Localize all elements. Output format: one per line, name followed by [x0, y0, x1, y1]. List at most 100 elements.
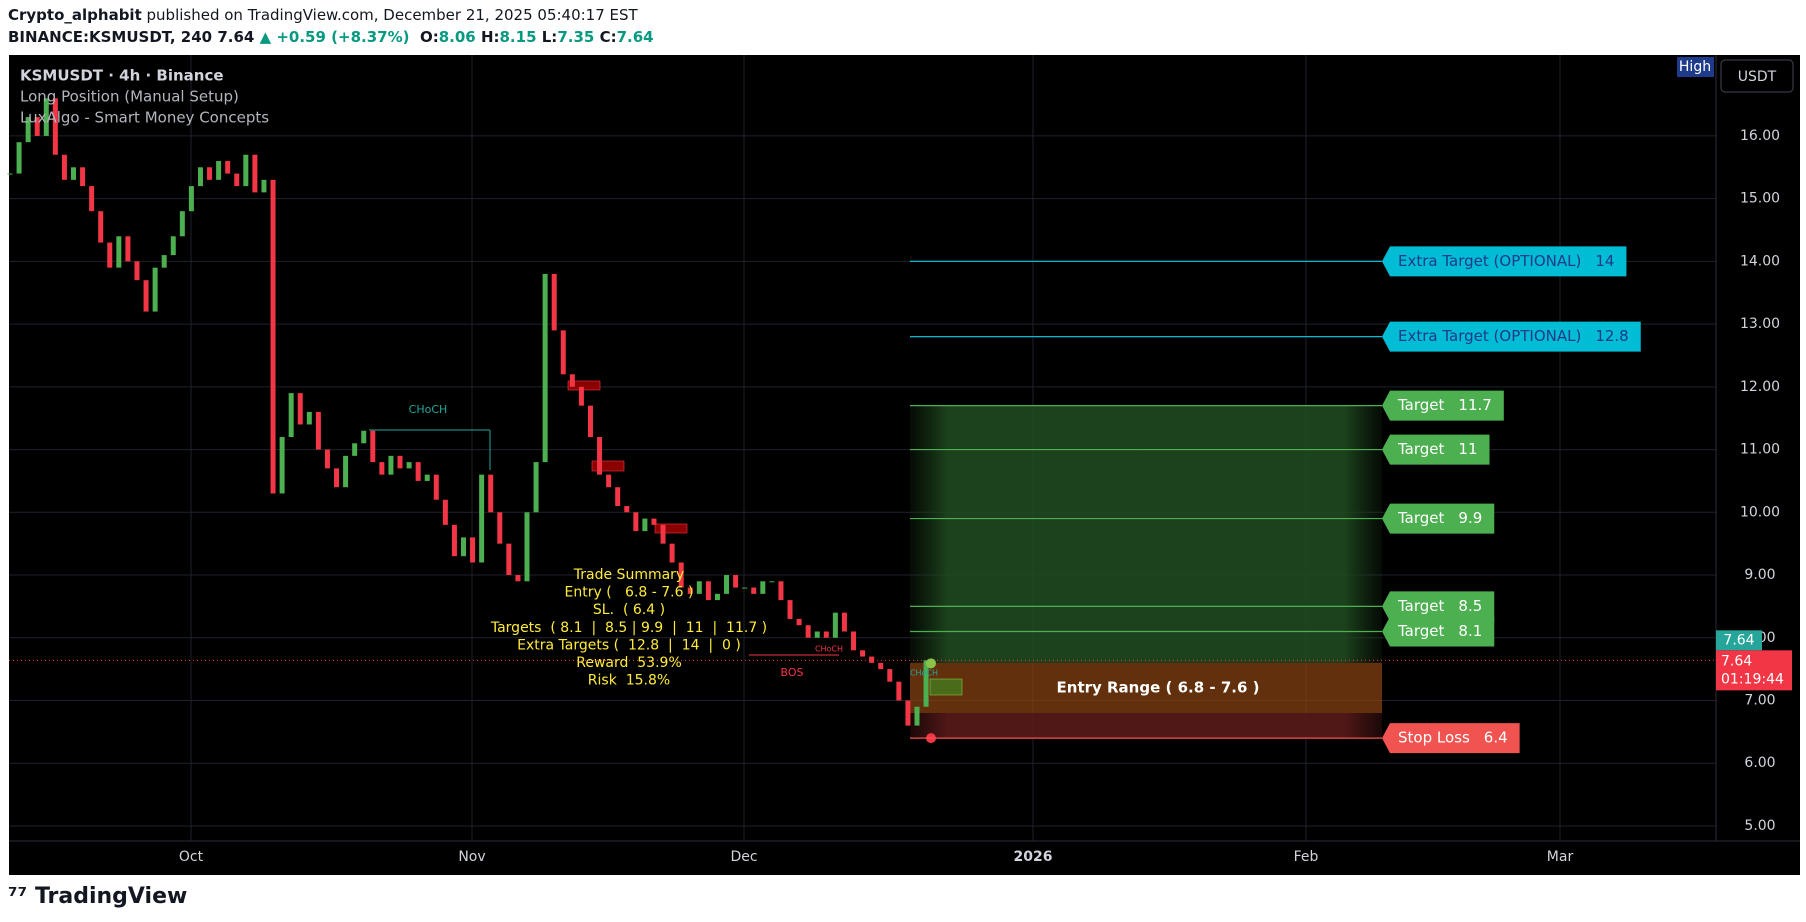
candle — [7, 173, 13, 175]
candle — [860, 650, 866, 657]
level-tag — [1382, 390, 1504, 421]
level-tag-label: Target — [1397, 597, 1445, 615]
level-tag-value: 9.9 — [1458, 509, 1482, 527]
entry-dot — [926, 658, 936, 669]
candle — [724, 575, 730, 594]
candle — [769, 581, 775, 583]
candle — [361, 430, 367, 444]
candle — [107, 242, 113, 268]
level-tag-value: 8.1 — [1458, 622, 1482, 640]
candle — [488, 474, 494, 513]
candle — [606, 474, 612, 488]
h-label: H: — [480, 28, 500, 46]
y-tick-label: 6.00 — [1744, 755, 1775, 771]
level-tag-value: 14 — [1595, 252, 1614, 270]
candle — [415, 462, 421, 481]
candle — [923, 660, 929, 707]
currency-button[interactable] — [1720, 59, 1794, 93]
summary-line: Targets ( 8.1 | 8.5 | 9.9 | 11 | 11.7 ) — [490, 620, 767, 636]
chart: Entry Range ( 6.8 - 7.6 ) Extra Target (… — [7, 55, 1800, 875]
y-tick-label: 7.00 — [1744, 692, 1775, 708]
x-tick-label: 2026 — [1014, 849, 1053, 865]
candle — [179, 211, 185, 237]
summary-line: SL. ( 6.4 ) — [593, 602, 665, 618]
candle — [306, 411, 312, 425]
level-tag-value: 11 — [1458, 440, 1477, 458]
level-tag — [1382, 321, 1641, 352]
brand-name: TradingView — [34, 884, 188, 909]
level-tag — [1382, 434, 1490, 465]
chart-background — [9, 55, 1800, 875]
candle — [687, 587, 693, 594]
candle — [288, 393, 294, 438]
candle — [134, 261, 140, 281]
x-tick-label: Dec — [730, 849, 757, 865]
candle — [597, 437, 603, 475]
c-label: C: — [599, 28, 617, 46]
candle — [787, 600, 793, 619]
candle — [533, 462, 539, 513]
candle — [270, 179, 276, 494]
candle — [751, 587, 757, 594]
candle — [98, 211, 104, 243]
author: Crypto_alphabit — [8, 6, 142, 24]
candle — [243, 154, 249, 187]
level-tag-label: Target — [1397, 440, 1445, 458]
level-tag-label: Extra Target (OPTIONAL) — [1398, 252, 1581, 270]
candle — [479, 474, 485, 563]
candle — [878, 662, 884, 670]
choch-label: CHoCH — [910, 669, 938, 678]
candle — [678, 562, 684, 588]
change: ▲ +0.59 (+8.37%) — [259, 28, 410, 46]
candle — [161, 255, 167, 268]
risk-zone — [910, 713, 1382, 739]
y-tick-label: 15.00 — [1740, 191, 1780, 207]
level-tag — [1382, 503, 1495, 534]
candle — [324, 449, 330, 469]
candle — [406, 462, 412, 469]
candle — [760, 581, 766, 594]
candle — [470, 537, 476, 563]
legend-item: KSMUSDT · 4h · Binance — [20, 67, 224, 85]
y-tick-label: 12.00 — [1740, 379, 1780, 395]
candle — [315, 411, 321, 450]
candle — [170, 236, 176, 256]
profit-zone — [910, 405, 1382, 663]
candle — [814, 631, 820, 638]
candle — [914, 706, 920, 726]
symbol-line: BINANCE:KSMUSDT, 240 7.64 ▲ +0.59 (+8.37… — [8, 28, 654, 46]
candle — [116, 236, 122, 268]
trade-summary: Trade Summary Entry ( 6.8 - 7.6 )SL. ( 6.… — [490, 567, 767, 689]
level-tag-value: 8.5 — [1458, 597, 1482, 615]
level-tag-label: Target — [1397, 396, 1445, 414]
summary-line: Reward 53.9% — [576, 655, 682, 671]
legend: KSMUSDT · 4h · Binance Long Position (Man… — [20, 67, 269, 127]
countdown: 01:19:44 — [1721, 671, 1784, 687]
level-tag-label: Target — [1397, 509, 1445, 527]
c-value: 7.64 — [616, 28, 654, 46]
y-tick-label: 14.00 — [1740, 253, 1780, 269]
candle — [125, 236, 131, 262]
legend-item: Long Position (Manual Setup) — [20, 88, 239, 106]
candle — [25, 117, 31, 143]
candle — [252, 154, 258, 193]
candle — [70, 167, 76, 180]
entry-label: Entry Range ( 6.8 - 7.6 ) — [1057, 678, 1260, 696]
candle — [89, 186, 95, 212]
candle — [152, 267, 158, 312]
y-tick-label: 5.00 — [1744, 818, 1775, 834]
x-tick-label: Nov — [458, 849, 485, 865]
candle — [778, 581, 784, 601]
candle — [52, 98, 58, 155]
candle — [714, 593, 720, 601]
candle — [343, 455, 349, 488]
candle — [352, 443, 358, 456]
level-tag-label: Extra Target (OPTIONAL) — [1398, 327, 1581, 345]
candle — [524, 512, 530, 582]
x-tick-label: Feb — [1294, 849, 1319, 865]
candle — [851, 631, 857, 651]
entry-zone — [910, 662, 1382, 714]
candle — [451, 524, 457, 557]
choch-label: CHoCH — [815, 645, 843, 654]
candle — [742, 587, 748, 589]
